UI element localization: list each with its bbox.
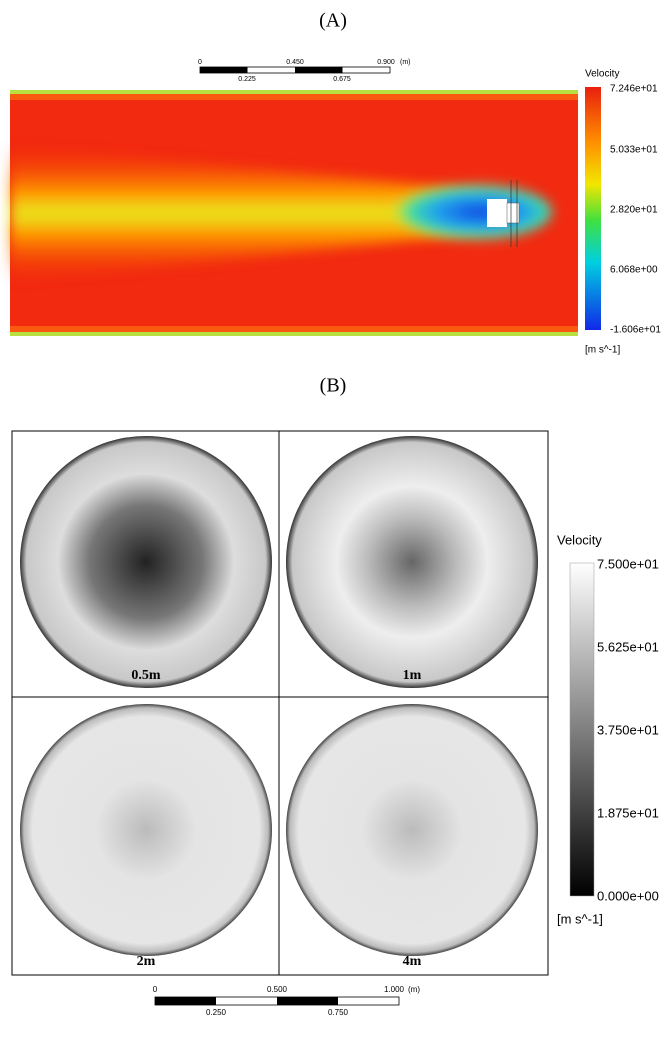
scale-label: 0.250 — [206, 1008, 227, 1017]
scale-label: 0.500 — [267, 985, 288, 994]
panel-label: (A) — [319, 10, 347, 32]
legend-label: 1.875e+01 — [597, 805, 659, 820]
scale-label: 0 — [153, 985, 158, 994]
subplot-label: 4m — [403, 954, 422, 969]
scale-label: 0.900 — [377, 59, 395, 66]
scale-unit: (m) — [400, 59, 411, 66]
legend-label: -1.606e+01 — [610, 325, 661, 336]
legend-label: 3.750e+01 — [597, 722, 659, 737]
scale-label: 0.225 — [238, 76, 256, 83]
legend-label: 7.500e+01 — [597, 556, 659, 571]
scale-label: 0.750 — [328, 1008, 349, 1017]
figure: (A) 0 0.450 0.900 (m) 0.225 0.675 Veloci… — [0, 0, 666, 1051]
legend-label: 0.000e+00 — [597, 888, 659, 903]
velocity-contour — [10, 90, 578, 336]
scale-label: 0.675 — [333, 76, 351, 83]
legend-label: 5.033e+01 — [610, 145, 658, 156]
subplot-label: 2m — [137, 954, 156, 969]
legend-label: 6.068e+00 — [610, 265, 658, 276]
scale-bar: 0 0.500 1.000 (m) 0.250 0.750 — [153, 985, 421, 1017]
legend-label: 2.820e+01 — [610, 205, 658, 216]
scale-unit: (m) — [408, 985, 420, 994]
legend-unit: [m s^-1] — [585, 345, 620, 356]
panel-label: (B) — [320, 375, 347, 397]
gray-legend: Velocity 7.500e+01 5.625e+01 3.750e+01 1… — [557, 532, 659, 926]
scale-label: 1.000 — [384, 985, 405, 994]
subplot-label: 0.5m — [131, 668, 161, 683]
legend-label: 7.246e+01 — [610, 84, 658, 95]
legend-unit: [m s^-1] — [557, 911, 603, 926]
scale-bar: 0 0.450 0.900 (m) 0.225 0.675 — [198, 59, 410, 83]
legend-title: Velocity — [585, 69, 619, 80]
legend-title: Velocity — [557, 532, 602, 547]
scale-label: 0 — [198, 59, 202, 66]
color-legend: Velocity 7.246e+01 5.033e+01 2.820e+01 6… — [585, 69, 661, 356]
legend-label: 5.625e+01 — [597, 639, 659, 654]
scale-label: 0.450 — [286, 59, 304, 66]
subplot-label: 1m — [403, 668, 422, 683]
vector-panels: 0.5m 1m 2m 4m — [12, 431, 548, 975]
